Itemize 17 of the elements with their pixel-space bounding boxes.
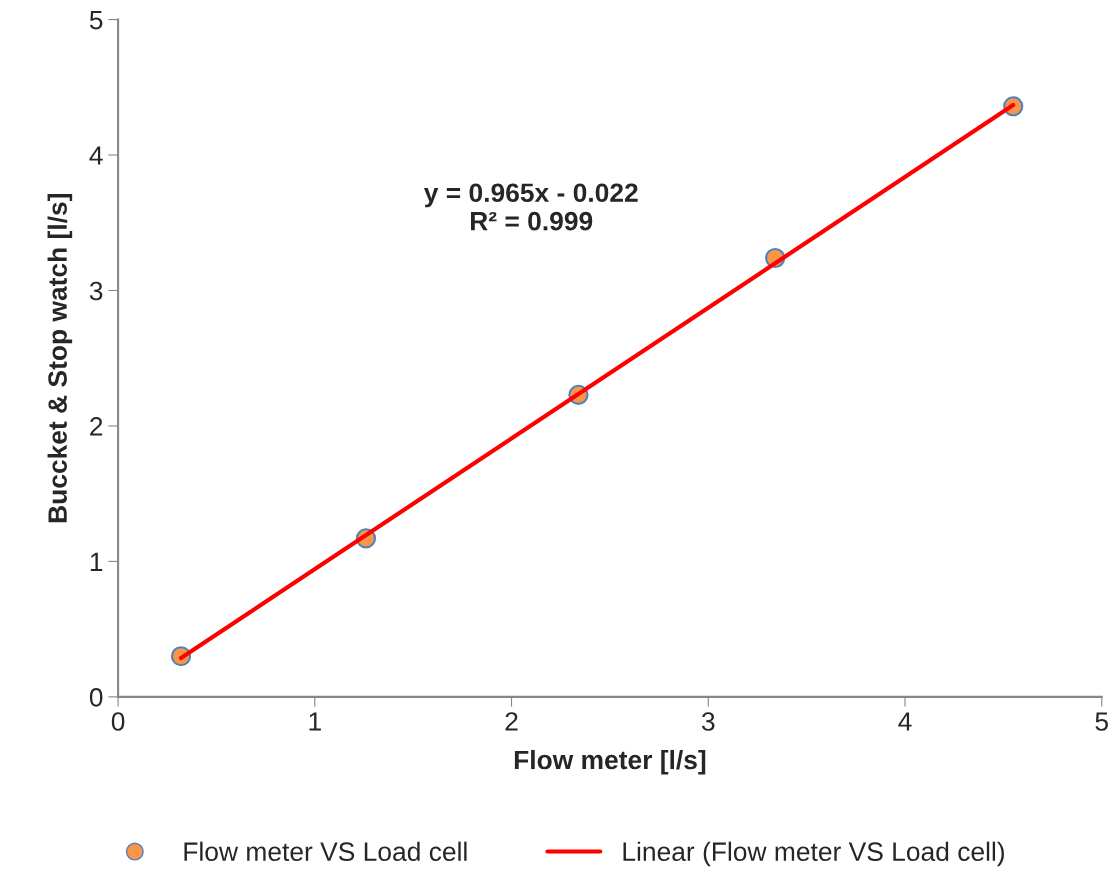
x-tick-label: 4 <box>898 712 912 731</box>
y-tick-label: 5 <box>89 10 103 30</box>
y-tick-label: 1 <box>90 552 103 571</box>
annotation: y = 0.965x - 0.022 R² = 0.999 <box>423 183 638 231</box>
legend-label: Linear (Flow meter VS Load cell) <box>623 841 1004 867</box>
x-tick-label: 3 <box>701 712 715 731</box>
y-axis-title: Buccket & Stop watch [l/s] <box>47 194 73 523</box>
x-tick-label: 5 <box>1095 712 1108 731</box>
x-tick-label: 0 <box>111 712 125 731</box>
legend-label: Flow meter VS Load cell <box>184 841 467 862</box>
y-tick-label: 4 <box>89 146 103 165</box>
y-tick-label: 2 <box>90 417 103 436</box>
y-tick-label: 3 <box>89 281 103 301</box>
x-tick-label: 1 <box>309 712 321 731</box>
x-tick-label: 2 <box>505 712 518 731</box>
x-axis-title: Flow meter [l/s] <box>514 749 706 775</box>
y-tick-label: 0 <box>89 688 103 707</box>
